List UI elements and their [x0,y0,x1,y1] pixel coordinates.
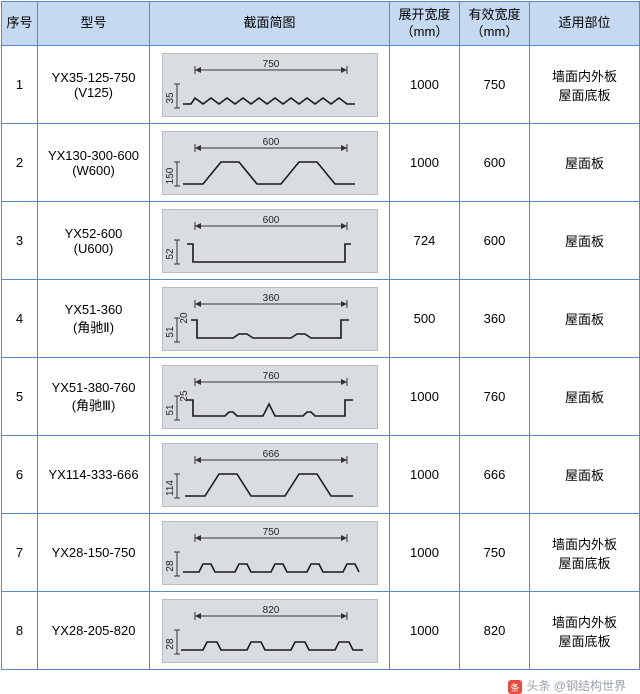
cell-diagram: 750 35 [150,46,390,124]
cell-index: 7 [2,514,38,592]
cell-effective-width: 820 [460,592,530,670]
cell-index: 6 [2,436,38,514]
cell-diagram: 750 28 [150,514,390,592]
cell-diagram: 360 51 20 [150,280,390,358]
cell-unfold-width: 1000 [390,358,460,436]
cell-model: YX52-600(U600) [38,202,150,280]
svg-text:666: 666 [262,449,279,460]
cell-model: YX35-125-750(V125) [38,46,150,124]
cell-unfold-width: 1000 [390,436,460,514]
cell-usage: 屋面板 [530,124,640,202]
svg-text:760: 760 [262,371,279,382]
section-diagram: 600 52 [162,209,378,273]
col-header-diagram: 截面简图 [150,2,390,46]
table-row: 8 YX28-205-820 820 28 1000 820 墙面内外板屋面底板 [2,592,640,670]
cell-usage: 屋面板 [530,358,640,436]
cell-effective-width: 600 [460,124,530,202]
svg-text:600: 600 [262,137,279,148]
svg-text:150: 150 [165,167,176,184]
cell-unfold-width: 1000 [390,124,460,202]
cell-model: YX51-380-760(角驰Ⅲ) [38,358,150,436]
svg-text:600: 600 [262,215,279,226]
svg-text:114: 114 [165,479,176,495]
cell-unfold-width: 1000 [390,514,460,592]
svg-text:20: 20 [179,312,190,324]
watermark: 头条 @钢结构世界 [0,671,640,694]
cell-model: YX28-205-820 [38,592,150,670]
svg-text:52: 52 [165,248,176,260]
cell-usage: 屋面板 [530,436,640,514]
svg-text:750: 750 [262,59,279,70]
cell-index: 5 [2,358,38,436]
cell-usage: 墙面内外板屋面底板 [530,514,640,592]
cell-model: YX51-360(角驰Ⅱ) [38,280,150,358]
table-row: 7 YX28-150-750 750 28 1000 750 墙面内外板屋面底板 [2,514,640,592]
section-diagram: 360 51 20 [162,287,378,351]
cell-usage: 墙面内外板屋面底板 [530,592,640,670]
cell-diagram: 600 52 [150,202,390,280]
cell-effective-width: 360 [460,280,530,358]
toutiao-icon [508,680,522,694]
cell-unfold-width: 1000 [390,46,460,124]
cell-diagram: 666 114 [150,436,390,514]
table-row: 1 YX35-125-750(V125) 750 35 1000 750 墙面内… [2,46,640,124]
col-header-index: 序号 [2,2,38,46]
table-row: 2 YX130-300-600(W600) 600 150 1000 600 屋… [2,124,640,202]
svg-text:820: 820 [262,605,279,616]
col-header-usage: 适用部位 [530,2,640,46]
cell-unfold-width: 724 [390,202,460,280]
cell-effective-width: 600 [460,202,530,280]
cell-index: 4 [2,280,38,358]
table-row: 3 YX52-600(U600) 600 52 724 600 屋面板 [2,202,640,280]
profile-spec-table: 序号 型号 截面简图 展开宽度（mm） 有效宽度（mm） 适用部位 1 YX35… [1,1,640,670]
table-row: 4 YX51-360(角驰Ⅱ) 360 51 20 500 360 屋面板 [2,280,640,358]
cell-unfold-width: 500 [390,280,460,358]
cell-effective-width: 760 [460,358,530,436]
svg-text:28: 28 [165,560,176,572]
cell-diagram: 600 150 [150,124,390,202]
col-header-effective: 有效宽度（mm） [460,2,530,46]
svg-text:35: 35 [165,92,176,104]
col-header-model: 型号 [38,2,150,46]
header-row: 序号 型号 截面简图 展开宽度（mm） 有效宽度（mm） 适用部位 [2,2,640,46]
section-diagram: 820 28 [162,599,378,663]
cell-index: 3 [2,202,38,280]
table-row: 5 YX51-380-760(角驰Ⅲ) 760 51 25 1000 760 屋… [2,358,640,436]
cell-unfold-width: 1000 [390,592,460,670]
cell-effective-width: 750 [460,514,530,592]
section-diagram: 750 28 [162,521,378,585]
section-diagram: 760 51 25 [162,365,378,429]
watermark-text: 头条 @钢结构世界 [526,679,626,693]
svg-text:51: 51 [165,326,176,338]
svg-text:51: 51 [165,404,176,416]
section-diagram: 750 35 [162,53,378,117]
cell-index: 8 [2,592,38,670]
cell-model: YX114-333-666 [38,436,150,514]
col-header-unfold: 展开宽度（mm） [390,2,460,46]
cell-usage: 屋面板 [530,280,640,358]
cell-index: 1 [2,46,38,124]
cell-diagram: 760 51 25 [150,358,390,436]
cell-index: 2 [2,124,38,202]
cell-usage: 屋面板 [530,202,640,280]
cell-model: YX130-300-600(W600) [38,124,150,202]
section-diagram: 666 114 [162,443,378,507]
cell-effective-width: 666 [460,436,530,514]
svg-text:28: 28 [165,638,176,650]
table-row: 6 YX114-333-666 666 114 1000 666 屋面板 [2,436,640,514]
section-diagram: 600 150 [162,131,378,195]
cell-diagram: 820 28 [150,592,390,670]
cell-model: YX28-150-750 [38,514,150,592]
svg-text:360: 360 [262,293,279,304]
svg-text:750: 750 [262,527,279,538]
cell-usage: 墙面内外板屋面底板 [530,46,640,124]
cell-effective-width: 750 [460,46,530,124]
